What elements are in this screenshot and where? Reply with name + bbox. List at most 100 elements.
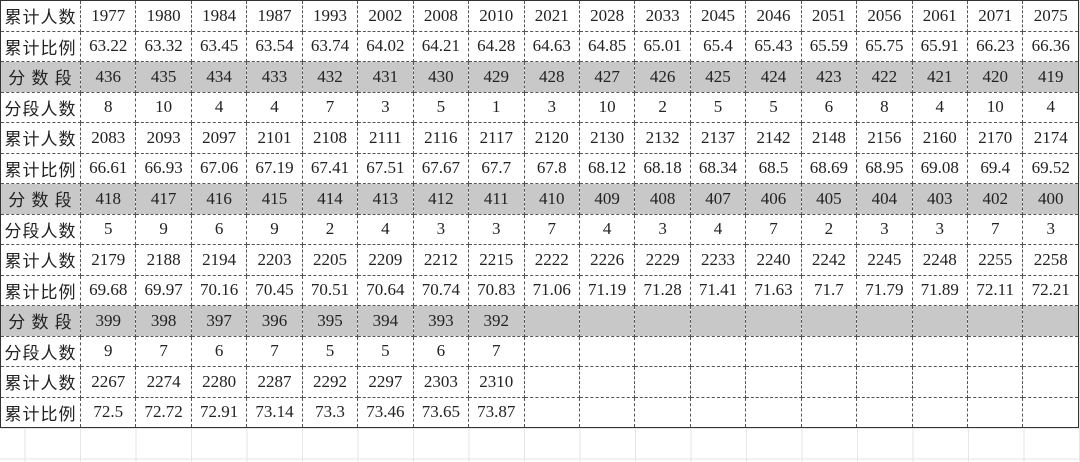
cell: 63.54 <box>246 30 303 62</box>
cell: 2021 <box>523 0 580 32</box>
empty-cell <box>856 396 913 428</box>
table-row: 累计人数 2083 2093 2097 2101 2108 2111 2116 2117 2120… <box>0 122 1079 154</box>
cell: 408 <box>634 183 691 215</box>
cell: 2120 <box>523 122 580 154</box>
cell: 418 <box>79 183 137 215</box>
row-label: 累计人数 <box>0 0 81 32</box>
empty-cell <box>800 305 858 337</box>
cell: 2116 <box>412 122 470 154</box>
cell: 2 <box>301 213 359 245</box>
cell: 71.28 <box>634 274 691 306</box>
cell: 2280 <box>190 366 248 398</box>
cell: 2108 <box>301 122 359 154</box>
table-row: 分段人数 5 9 6 9 2 4 3 3 7 4 3 4 7 2 3 3 7 3 <box>0 213 1079 245</box>
cell: 5 <box>689 91 747 123</box>
cell: 5 <box>412 91 470 123</box>
row-label: 分段人数 <box>0 335 81 367</box>
cell: 63.74 <box>301 30 359 62</box>
cell: 2229 <box>634 244 691 276</box>
cell: 411 <box>468 183 525 215</box>
cell: 2033 <box>634 0 691 32</box>
cell: 431 <box>357 61 414 93</box>
cell: 71.63 <box>745 274 802 306</box>
cell: 2170 <box>966 122 1024 154</box>
cell: 2 <box>800 213 858 245</box>
cell: 68.5 <box>745 152 802 184</box>
cell: 423 <box>800 61 858 93</box>
cell: 10 <box>966 91 1024 123</box>
cell: 2287 <box>246 366 303 398</box>
cell: 2222 <box>523 244 580 276</box>
cell: 4 <box>1022 91 1079 123</box>
cell: 4 <box>911 91 969 123</box>
cell: 2205 <box>301 244 359 276</box>
cell: 5 <box>79 213 137 245</box>
empty-cell <box>911 305 969 337</box>
cell: 4 <box>578 213 636 245</box>
table-row: 分 数 段 418 417 416 415 414 413 412 411 410 409 408 40… <box>0 183 1079 215</box>
cell: 2117 <box>468 122 525 154</box>
cell: 426 <box>634 61 691 93</box>
cell: 5 <box>357 335 414 367</box>
cell: 435 <box>135 61 192 93</box>
score-table: 累计人数 1977 1980 1984 1987 1993 2002 2008 2010 2021… <box>0 0 1079 428</box>
cell: 64.28 <box>468 30 525 62</box>
cell: 2179 <box>79 244 137 276</box>
table-row: 分 数 段 399 398 397 396 395 394 393 392 <box>0 305 1079 337</box>
empty-cell <box>966 305 1024 337</box>
cell: 427 <box>578 61 636 93</box>
row-label: 累计人数 <box>0 244 81 276</box>
cell: 2248 <box>911 244 969 276</box>
row-label: 累计比例 <box>0 396 81 428</box>
empty-cell <box>578 335 636 367</box>
cell: 71.79 <box>856 274 913 306</box>
empty-cell <box>911 335 969 367</box>
cell: 68.95 <box>856 152 913 184</box>
empty-cell <box>1022 335 1079 367</box>
empty-cell <box>689 335 747 367</box>
cell: 2292 <box>301 366 359 398</box>
cell: 71.06 <box>523 274 580 306</box>
cell: 422 <box>856 61 913 93</box>
cell: 419 <box>1022 61 1079 93</box>
cell: 64.63 <box>523 30 580 62</box>
cell: 2056 <box>856 0 913 32</box>
cell: 9 <box>135 213 192 245</box>
cell: 8 <box>856 91 913 123</box>
cell: 430 <box>412 61 470 93</box>
cell: 429 <box>468 61 525 93</box>
cell: 410 <box>523 183 580 215</box>
cell: 399 <box>79 305 137 337</box>
cell: 406 <box>745 183 802 215</box>
cell: 10 <box>135 91 192 123</box>
cell: 73.46 <box>357 396 414 428</box>
cell: 67.41 <box>301 152 359 184</box>
cell: 6 <box>800 91 858 123</box>
cell: 72.11 <box>966 274 1024 306</box>
cell: 65.01 <box>634 30 691 62</box>
cell: 72.91 <box>190 396 248 428</box>
cell: 3 <box>1022 213 1079 245</box>
cell: 1 <box>468 91 525 123</box>
row-label: 分 数 段 <box>0 61 81 93</box>
cell: 3 <box>634 213 691 245</box>
empty-cell <box>578 366 636 398</box>
empty-cell <box>689 366 747 398</box>
empty-cell <box>856 335 913 367</box>
cell: 2310 <box>468 366 525 398</box>
cell: 393 <box>412 305 470 337</box>
cell: 2188 <box>135 244 192 276</box>
cell: 1993 <box>301 0 359 32</box>
cell: 64.02 <box>357 30 414 62</box>
cell: 3 <box>412 213 470 245</box>
cell: 2303 <box>412 366 470 398</box>
cell: 68.34 <box>689 152 747 184</box>
cell: 415 <box>246 183 303 215</box>
cell: 2258 <box>1022 244 1079 276</box>
cell: 70.51 <box>301 274 359 306</box>
cell: 7 <box>523 213 580 245</box>
cell: 421 <box>911 61 969 93</box>
empty-cell <box>578 396 636 428</box>
empty-cell <box>856 305 913 337</box>
cell: 2008 <box>412 0 470 32</box>
